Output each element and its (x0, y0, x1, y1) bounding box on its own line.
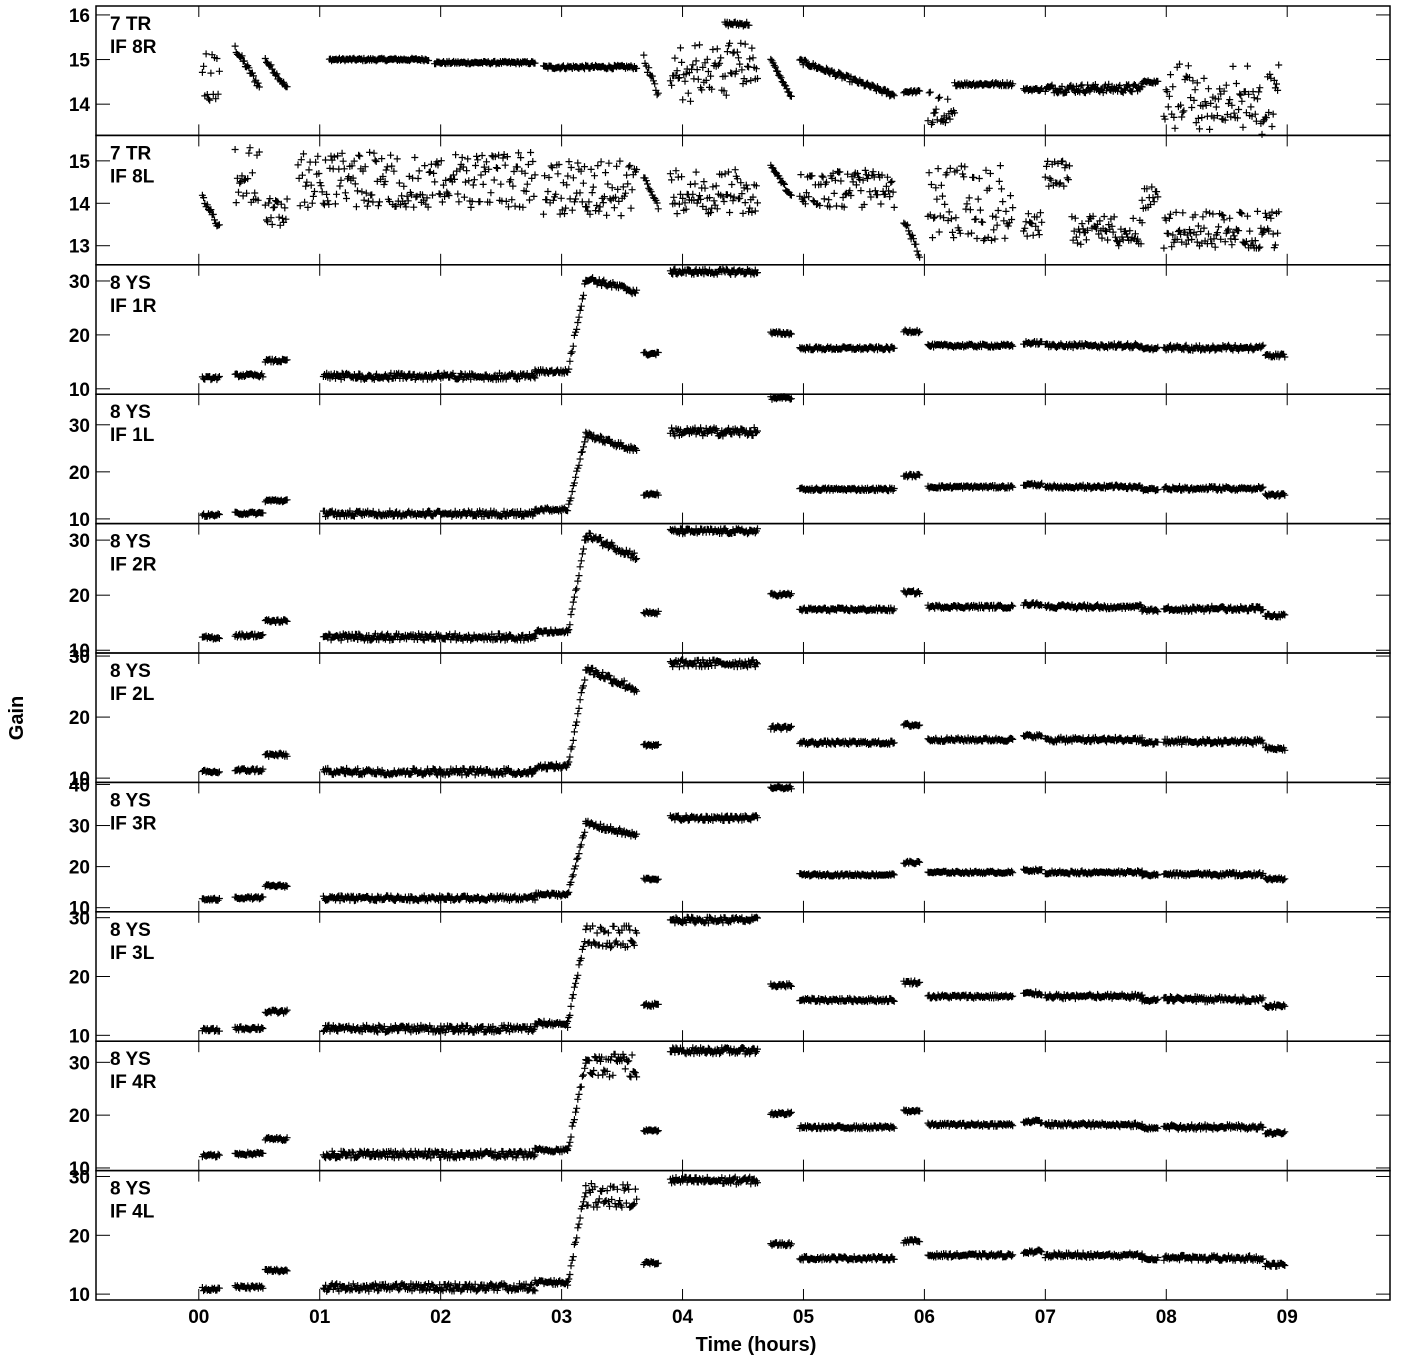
panel-label: IF 8L (110, 166, 155, 187)
y-tick-label: 30 (69, 817, 90, 838)
y-tick-label: 20 (69, 463, 90, 484)
panel-label: IF 2R (110, 555, 157, 576)
data-points (198, 265, 1289, 384)
data-points (198, 1173, 1289, 1295)
y-tick-label: 10 (69, 1026, 90, 1047)
x-tick-label: 00 (188, 1307, 209, 1328)
x-tick-label: 01 (309, 1307, 331, 1328)
panel-label: IF 1R (110, 296, 157, 317)
y-tick-label: 10 (69, 899, 90, 920)
panel-frame (95, 652, 1391, 784)
y-tick-label: 20 (69, 326, 90, 347)
data-points (198, 144, 1283, 261)
panel-frame (95, 911, 1391, 1042)
y-tick-label: 20 (69, 858, 90, 879)
y-tick-label: 20 (69, 586, 90, 607)
y-tick-label: 10 (69, 510, 90, 531)
x-tick-label: 07 (1035, 1307, 1056, 1328)
y-tick-label: 20 (69, 1106, 90, 1127)
panel-label: 8 YS (110, 402, 151, 423)
y-axis-title: Gain (6, 696, 28, 740)
y-tick-label: 30 (69, 1167, 90, 1188)
panel-label: IF 4L (110, 1202, 155, 1223)
panel-label: IF 8R (110, 37, 157, 58)
data-points (198, 393, 1289, 520)
data-points (198, 1044, 1289, 1162)
panel-frame (95, 781, 1391, 913)
panel-label: 7 TR (110, 14, 151, 35)
x-tick-label: 05 (793, 1307, 815, 1328)
data-points (198, 913, 1289, 1036)
panel-label: IF 3R (110, 813, 157, 834)
panel-frame (95, 393, 1391, 525)
panel-frame (95, 1040, 1391, 1172)
x-axis-title: Time (hours) (696, 1334, 817, 1356)
panel-frame (95, 1169, 1391, 1301)
y-tick-label: 20 (69, 708, 90, 729)
x-tick-label: 09 (1277, 1307, 1298, 1328)
panel-label: 8 YS (110, 920, 151, 941)
y-tick-label: 14 (69, 194, 91, 215)
panel-frame (95, 264, 1391, 395)
y-tick-label: 30 (69, 416, 90, 437)
panel-label: 8 YS (110, 661, 151, 682)
y-tick-label: 20 (69, 1226, 90, 1247)
panel-label: 8 YS (110, 790, 151, 811)
panel-label: IF 1L (110, 425, 155, 446)
panel-label: IF 3L (110, 943, 155, 964)
panel-label: 8 YS (110, 1179, 151, 1200)
data-points (198, 656, 1289, 779)
y-tick-label: 30 (69, 647, 90, 668)
x-tick-label: 02 (430, 1307, 451, 1328)
y-tick-label: 15 (69, 51, 91, 72)
y-tick-label: 30 (69, 272, 90, 293)
y-tick-label: 20 (69, 968, 90, 989)
panel-frame (95, 522, 1391, 654)
panel-label: IF 4R (110, 1072, 157, 1093)
y-tick-label: 10 (69, 1285, 90, 1306)
y-tick-label: 30 (69, 531, 90, 552)
y-tick-label: 16 (69, 6, 90, 27)
panel-label: 7 TR (110, 143, 151, 164)
y-tick-label: 10 (69, 1159, 90, 1180)
panel-label: 8 YS (110, 532, 151, 553)
x-tick-label: 03 (551, 1307, 572, 1328)
data-points (198, 783, 1289, 905)
y-tick-label: 14 (69, 95, 91, 116)
y-tick-label: 30 (69, 909, 90, 930)
y-tick-label: 13 (69, 237, 90, 258)
x-tick-label: 06 (914, 1307, 935, 1328)
panel-frame (95, 134, 1391, 266)
y-tick-label: 30 (69, 1053, 90, 1074)
y-tick-label: 10 (69, 769, 90, 790)
y-tick-label: 15 (69, 152, 91, 173)
panel-label: 8 YS (110, 1049, 151, 1070)
panel-label: 8 YS (110, 273, 151, 294)
x-axis: 00 01 02 03 04 05 06 07 08 09 (188, 1307, 1298, 1328)
data-points (198, 525, 1289, 644)
panel-label: IF 2L (110, 684, 155, 705)
x-tick-label: 08 (1156, 1307, 1177, 1328)
y-tick-label: 10 (69, 380, 90, 401)
y-tick-label: 10 (69, 641, 90, 662)
y-tick-label: 40 (69, 775, 90, 796)
data-points (198, 18, 1283, 138)
x-tick-label: 04 (672, 1307, 694, 1328)
